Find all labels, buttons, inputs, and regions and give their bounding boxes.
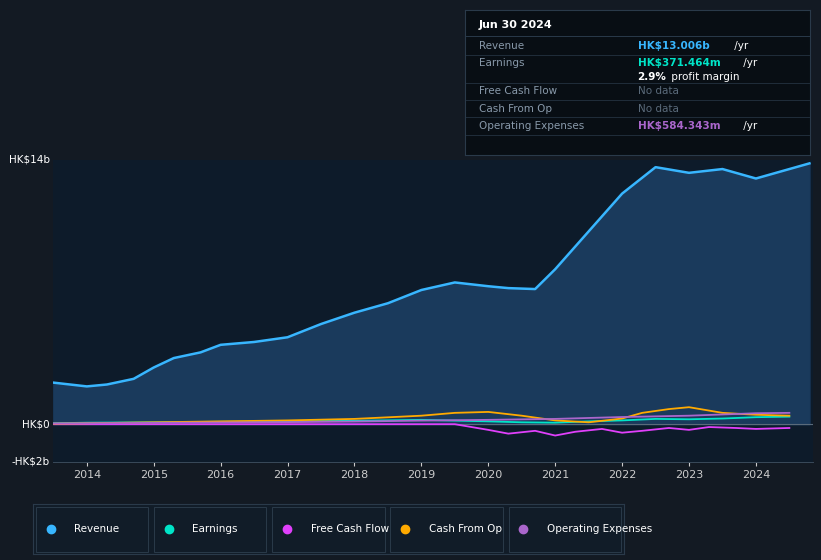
Text: Earnings: Earnings	[479, 58, 525, 68]
Text: Jun 30 2024: Jun 30 2024	[479, 20, 553, 30]
Text: Cash From Op: Cash From Op	[479, 104, 552, 114]
Text: 2.9%: 2.9%	[637, 72, 667, 82]
Text: No data: No data	[637, 86, 678, 96]
Text: HK$14b: HK$14b	[8, 155, 49, 165]
Text: HK$584.343m: HK$584.343m	[637, 121, 720, 131]
Text: Operating Expenses: Operating Expenses	[479, 121, 584, 131]
Text: No data: No data	[637, 104, 678, 114]
Text: HK$371.464m: HK$371.464m	[637, 58, 720, 68]
Text: HK$0: HK$0	[22, 419, 49, 429]
Text: Free Cash Flow: Free Cash Flow	[310, 524, 389, 534]
Text: /yr: /yr	[740, 58, 757, 68]
Text: HK$13.006b: HK$13.006b	[637, 40, 709, 50]
Text: profit margin: profit margin	[667, 72, 740, 82]
Text: Operating Expenses: Operating Expenses	[547, 524, 653, 534]
Text: /yr: /yr	[731, 40, 748, 50]
Text: /yr: /yr	[740, 121, 757, 131]
Text: -HK$2b: -HK$2b	[11, 457, 49, 467]
Text: Revenue: Revenue	[479, 40, 524, 50]
Text: Earnings: Earnings	[192, 524, 238, 534]
Text: Revenue: Revenue	[74, 524, 119, 534]
Text: Cash From Op: Cash From Op	[429, 524, 502, 534]
Text: Free Cash Flow: Free Cash Flow	[479, 86, 557, 96]
